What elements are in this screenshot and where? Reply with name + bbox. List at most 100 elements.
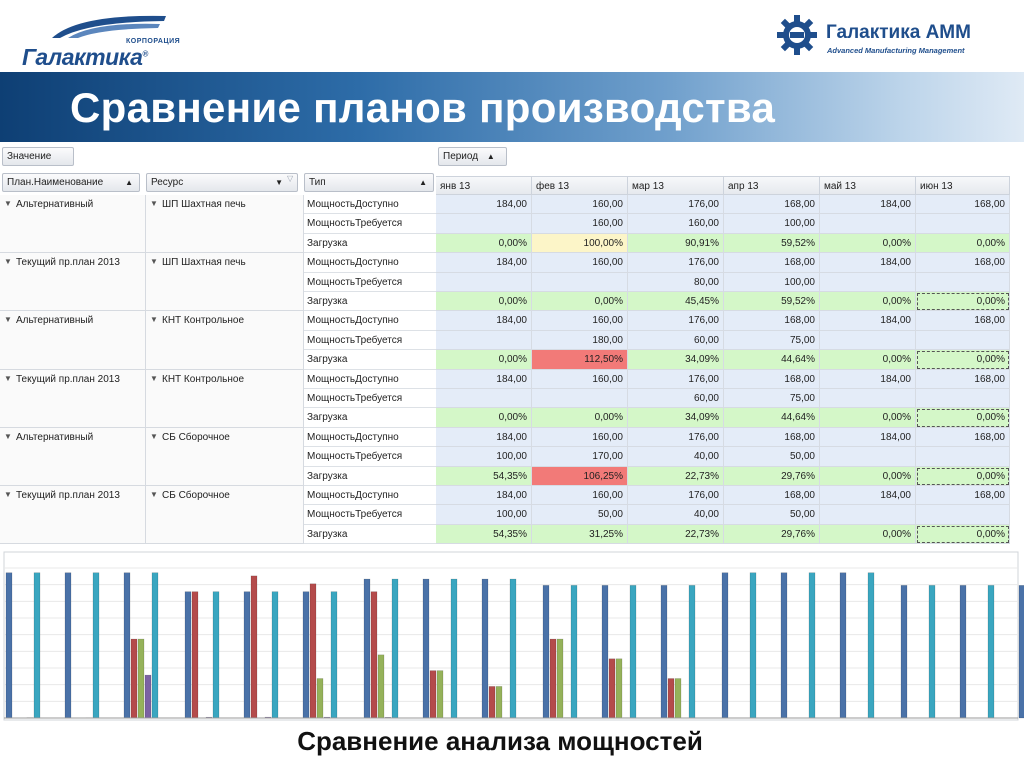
value-cell[interactable] xyxy=(436,214,532,234)
value-cell[interactable]: 54,35% xyxy=(436,466,532,486)
value-cell[interactable]: 90,91% xyxy=(628,233,724,254)
value-cell[interactable]: 0,00% xyxy=(916,292,1010,312)
value-cell[interactable]: 168,00 xyxy=(724,369,820,389)
value-cell[interactable]: 160,00 xyxy=(532,311,628,331)
value-cell[interactable]: 100,00% xyxy=(532,233,628,254)
plan-group-cell[interactable]: ▼ Текущий пр.план 2013 xyxy=(0,369,146,428)
month-header[interactable]: мар 13 xyxy=(628,176,724,195)
value-cell[interactable] xyxy=(820,330,916,351)
value-cell[interactable]: 75,00 xyxy=(724,330,820,351)
value-cell[interactable]: 168,00 xyxy=(724,486,820,506)
value-cell[interactable]: 40,00 xyxy=(628,505,724,525)
value-cell[interactable]: 31,25% xyxy=(532,524,628,545)
collapse-arrow-icon[interactable]: ▼ xyxy=(4,373,12,383)
value-cell[interactable]: 176,00 xyxy=(628,195,724,215)
value-cell[interactable]: 160,00 xyxy=(532,427,628,448)
value-cell[interactable] xyxy=(916,447,1010,467)
value-cell[interactable]: 50,00 xyxy=(532,505,628,525)
value-cell[interactable] xyxy=(436,389,532,409)
value-cell[interactable] xyxy=(820,214,916,234)
collapse-arrow-icon[interactable]: ▼ xyxy=(4,490,12,499)
value-cell[interactable]: 168,00 xyxy=(916,195,1010,215)
value-cell[interactable]: 106,25% xyxy=(532,466,628,486)
value-cell[interactable]: 100,00 xyxy=(724,214,820,234)
value-cell[interactable]: 34,09% xyxy=(628,350,724,370)
value-cell[interactable]: 160,00 xyxy=(532,369,628,389)
resource-group-cell[interactable]: ▼ ШП Шахтная печь xyxy=(146,253,304,312)
value-cell[interactable]: 100,00 xyxy=(436,505,532,525)
value-cell[interactable]: 184,00 xyxy=(820,427,916,448)
value-cell[interactable]: 0,00% xyxy=(436,233,532,254)
value-cell[interactable]: 0,00% xyxy=(820,350,916,370)
value-cell[interactable]: 168,00 xyxy=(916,486,1010,506)
plan-group-cell[interactable]: ▼ Альтернативный xyxy=(0,195,146,254)
value-cell[interactable]: 80,00 xyxy=(628,272,724,292)
collapse-arrow-icon[interactable]: ▼ xyxy=(4,257,12,267)
collapse-arrow-icon[interactable]: ▼ xyxy=(4,431,12,441)
value-cell[interactable]: 176,00 xyxy=(628,253,724,273)
value-cell[interactable]: 59,52% xyxy=(724,233,820,254)
value-cell[interactable]: 0,00% xyxy=(916,524,1010,545)
month-header[interactable]: янв 13 xyxy=(436,176,532,195)
value-cell[interactable]: 184,00 xyxy=(820,369,916,389)
value-cell[interactable]: 160,00 xyxy=(628,214,724,234)
value-cell[interactable]: 22,73% xyxy=(628,524,724,545)
resource-group-cell[interactable]: ▼ КНТ Контрольное xyxy=(146,369,304,428)
plan-group-cell[interactable]: ▼ Текущий пр.план 2013 xyxy=(0,486,146,545)
value-cell[interactable]: 50,00 xyxy=(724,447,820,467)
value-cell[interactable]: 160,00 xyxy=(532,214,628,234)
value-cell[interactable]: 0,00% xyxy=(916,233,1010,254)
value-cell[interactable]: 22,73% xyxy=(628,466,724,486)
value-cell[interactable] xyxy=(820,272,916,292)
value-cell[interactable]: 0,00% xyxy=(820,466,916,486)
collapse-arrow-icon[interactable]: ▼ xyxy=(150,315,158,325)
value-cell[interactable]: 0,00% xyxy=(436,408,532,428)
value-cell[interactable]: 184,00 xyxy=(436,427,532,448)
value-cell[interactable]: 0,00% xyxy=(916,408,1010,428)
value-cell[interactable]: 0,00% xyxy=(820,408,916,428)
value-cell[interactable] xyxy=(436,330,532,351)
collapse-arrow-icon[interactable]: ▼ xyxy=(4,315,12,325)
value-cell[interactable]: 184,00 xyxy=(820,486,916,506)
plan-group-cell[interactable]: ▼ Альтернативный xyxy=(0,427,146,486)
value-cell[interactable]: 29,76% xyxy=(724,524,820,545)
value-cell[interactable] xyxy=(532,272,628,292)
value-cell[interactable]: 54,35% xyxy=(436,524,532,545)
plan-group-cell[interactable]: ▼ Текущий пр.план 2013 xyxy=(0,253,146,312)
value-cell[interactable] xyxy=(916,389,1010,409)
value-cell[interactable]: 184,00 xyxy=(820,253,916,273)
value-cell[interactable]: 34,09% xyxy=(628,408,724,428)
value-cell[interactable]: 160,00 xyxy=(532,486,628,506)
value-cell[interactable]: 45,45% xyxy=(628,292,724,312)
resource-group-cell[interactable]: ▼ КНТ Контрольное xyxy=(146,311,304,370)
month-header[interactable]: июн 13 xyxy=(916,176,1010,195)
resource-group-cell[interactable]: ▼ СБ Сборочное xyxy=(146,427,304,486)
value-cell[interactable]: 184,00 xyxy=(436,311,532,331)
value-cell[interactable]: 0,00% xyxy=(532,408,628,428)
value-cell[interactable]: 44,64% xyxy=(724,350,820,370)
value-cell[interactable]: 168,00 xyxy=(916,311,1010,331)
month-header[interactable]: май 13 xyxy=(820,176,916,195)
value-cell[interactable]: 170,00 xyxy=(532,447,628,467)
value-cell[interactable]: 0,00% xyxy=(820,524,916,545)
filter-icon[interactable]: ▽ xyxy=(287,174,294,183)
value-cell[interactable]: 168,00 xyxy=(724,311,820,331)
resource-field-button[interactable]: Ресурс ▼ xyxy=(146,173,298,192)
value-cell[interactable]: 0,00% xyxy=(436,350,532,370)
value-cell[interactable]: 184,00 xyxy=(436,253,532,273)
value-cell[interactable]: 44,64% xyxy=(724,408,820,428)
collapse-arrow-icon[interactable]: ▼ xyxy=(4,199,12,208)
value-cell[interactable]: 184,00 xyxy=(436,369,532,389)
value-cell[interactable] xyxy=(916,330,1010,351)
value-cell[interactable]: 29,76% xyxy=(724,466,820,486)
pivot-grid[interactable]: Значение Период ▲ План.Наименование ▲ Ре… xyxy=(0,143,1012,545)
collapse-arrow-icon[interactable]: ▼ xyxy=(150,257,158,267)
value-cell[interactable]: 168,00 xyxy=(724,195,820,215)
data-area-field-button[interactable]: Значение xyxy=(2,147,74,166)
value-cell[interactable]: 75,00 xyxy=(724,389,820,409)
value-cell[interactable]: 50,00 xyxy=(724,505,820,525)
value-cell[interactable]: 0,00% xyxy=(532,292,628,312)
value-cell[interactable] xyxy=(916,214,1010,234)
value-cell[interactable]: 168,00 xyxy=(724,427,820,448)
value-cell[interactable]: 100,00 xyxy=(436,447,532,467)
